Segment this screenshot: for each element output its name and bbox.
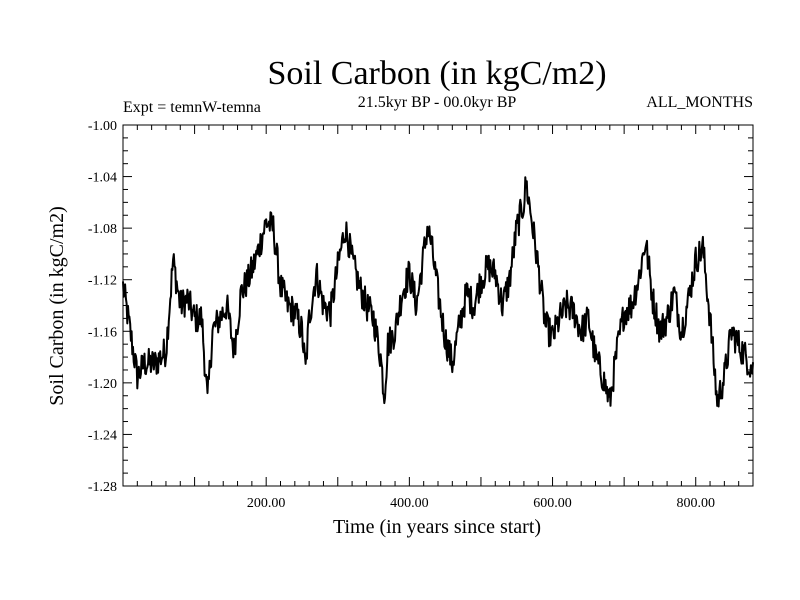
y-axis-label: Soil Carbon (in kgC/m2) bbox=[46, 206, 68, 405]
y-tick-label: -1.08 bbox=[88, 222, 117, 237]
experiment-label: Expt = temnW-temna bbox=[123, 99, 261, 116]
chart-title: Soil Carbon (in kgC/m2) bbox=[267, 55, 606, 92]
x-axis-label: Time (in years since start) bbox=[333, 516, 541, 538]
y-tick-label: -1.28 bbox=[88, 480, 117, 495]
x-tick-label: 600.00 bbox=[533, 496, 572, 511]
y-tick-label: -1.04 bbox=[88, 171, 117, 186]
y-tick-label: -1.12 bbox=[88, 274, 117, 289]
y-tick-label: -1.24 bbox=[88, 428, 117, 443]
x-tick-label: 200.00 bbox=[247, 496, 286, 511]
y-tick-label: -1.20 bbox=[88, 377, 117, 392]
chart-subtitle: 21.5kyr BP - 00.0kyr BP bbox=[358, 94, 517, 111]
axis-tick-labels: -1.00 -1.04 -1.08 -1.12 -1.16 -1.20 -1.24 -1.28… bbox=[88, 119, 715, 511]
y-tick-label: -1.16 bbox=[88, 325, 117, 340]
series-line-soil-carbon bbox=[122, 176, 754, 408]
period-label: ALL_MONTHS bbox=[646, 94, 753, 111]
axis-ticks bbox=[123, 124, 753, 487]
y-tick-label: -1.00 bbox=[88, 119, 117, 134]
x-tick-label: 400.00 bbox=[390, 496, 429, 511]
x-tick-label: 800.00 bbox=[676, 496, 715, 511]
plot-frame bbox=[122, 124, 754, 487]
